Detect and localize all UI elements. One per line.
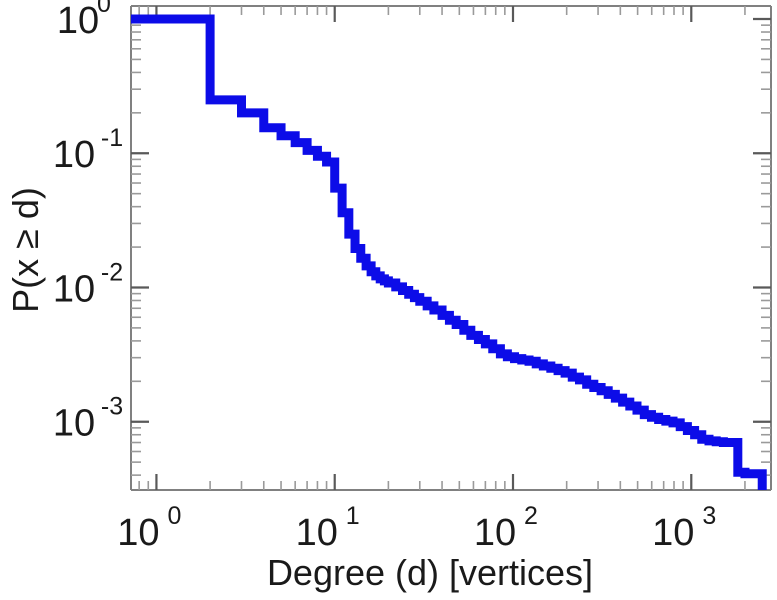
x-tick-exponent: 3 — [702, 502, 716, 530]
y-tick-exponent: -2 — [101, 258, 123, 286]
y-tick-label: 10 — [53, 268, 95, 310]
y-tick-label: 10 — [53, 134, 95, 176]
x-axis-tick-labels: 10 0 10 1 10 2 10 3 — [117, 502, 716, 554]
y-axis-title: P(x ≥ d) — [5, 187, 46, 313]
y-tick-label: 10 — [53, 403, 95, 445]
y-tick-exponent: 0 — [97, 0, 111, 18]
x-tick-label: 10 — [652, 512, 694, 554]
y-tick-exponent: -1 — [101, 124, 123, 152]
x-tick-exponent: 1 — [346, 502, 360, 530]
x-axis-ticks — [138, 6, 746, 490]
y-tick-exponent: -3 — [101, 393, 123, 421]
ccdf-step-line — [131, 14, 767, 490]
x-tick-label: 10 — [296, 512, 338, 554]
x-tick-exponent: 0 — [167, 502, 181, 530]
x-tick-label: 10 — [474, 512, 516, 554]
x-axis-title: Degree (d) [vertices] — [267, 552, 593, 593]
x-tick-exponent: 2 — [524, 502, 538, 530]
x-tick-label: 10 — [117, 512, 159, 554]
data-series-group — [131, 14, 767, 490]
y-tick-label: 10 — [57, 0, 99, 42]
